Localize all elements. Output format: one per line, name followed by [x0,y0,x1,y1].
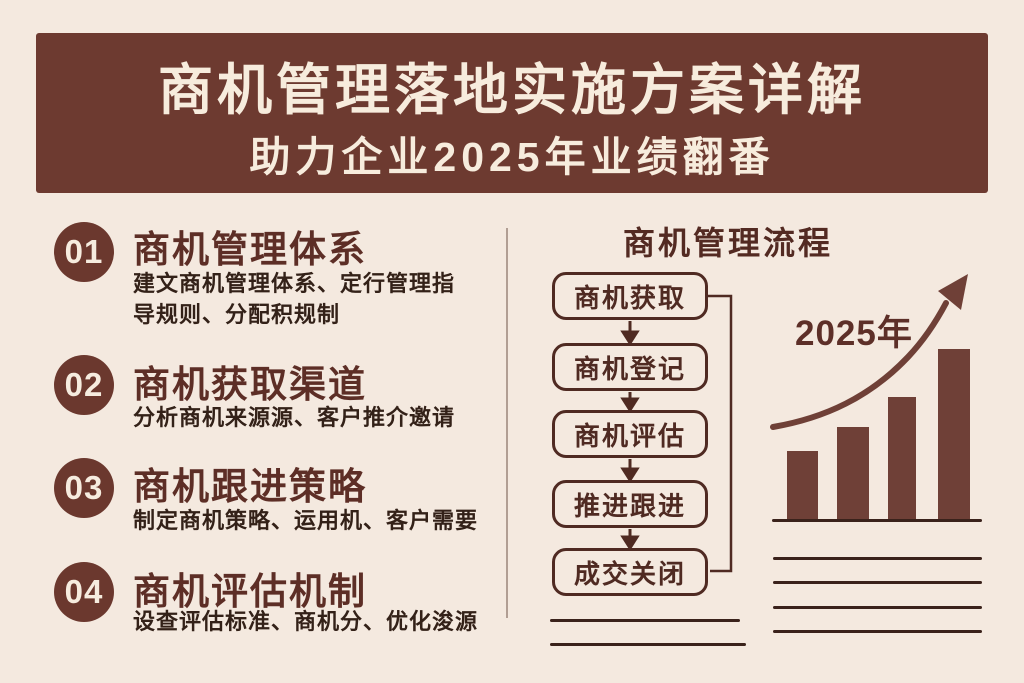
growth-underline [773,581,982,584]
header-banner: 商机管理落地实施方案详解 助力企业2025年业绩翻番 [36,33,988,193]
section-description: 建文商机管理体系、定行管理指 导规则、分配积规制 [133,268,508,330]
flow-step-label: 商机登记 [573,353,686,384]
section-number: 03 [64,469,104,506]
growth-bar-2 [837,427,869,519]
flow-underline [550,619,740,622]
section-title: 商机管理体系 [133,229,367,270]
flowchart-title: 商机管理流程 [622,225,833,261]
description-line: 建文商机管理体系、定行管理指 [133,271,456,296]
column-divider [506,228,508,618]
section-number: 01 [64,233,104,270]
description-line: 分析商机来源源、客户推介邀请 [133,405,456,430]
section-number-badge: 04 [54,562,114,622]
section-description: 分析商机来源源、客户推介邀请 [133,402,508,433]
section-title: 商机评估机制 [133,571,367,612]
growth-underline [773,630,982,633]
section-number-badge: 01 [54,222,114,282]
section-number: 04 [64,573,104,610]
section-title: 商机获取渠道 [133,364,367,405]
growth-bar-3 [888,397,916,519]
flow-step-label: 推进跟进 [573,490,686,521]
description-line: 制定商机策略、运用机、客户需要 [133,508,479,533]
growth-bar-1 [787,451,818,519]
section-description: 设查评估标准、商机分、优化浚源 [133,606,508,637]
header-subtitle: 助力企业2025年业绩翻番 [249,134,775,180]
flow-step-label: 商机获取 [573,282,686,313]
flow-underline [550,643,746,646]
section-title: 商机跟进策略 [133,466,367,507]
flow-step-label: 成交关闭 [573,558,686,589]
growth-bar-4 [938,349,970,519]
growth-underline [773,606,982,609]
header-title: 商机管理落地实施方案详解 [157,59,866,121]
growth-year-label: 2025年 [795,314,913,353]
section-number-badge: 03 [54,458,114,518]
description-line: 设查评估标准、商机分、优化浚源 [133,609,479,634]
flow-connectors [620,294,733,573]
growth-underline [773,557,982,560]
section-number-badge: 02 [54,355,114,415]
description-line: 导规则、分配积规制 [133,302,341,327]
section-description: 制定商机策略、运用机、客户需要 [133,505,508,536]
flow-step-label: 商机评估 [573,420,686,451]
growth-baseline [772,519,982,522]
flow-step-box: 推进跟进 [552,480,708,528]
flow-return-connector [708,294,733,573]
section-number: 02 [64,366,104,403]
flow-step-box: 商机获取 [552,272,708,320]
flow-step-box: 商机登记 [552,343,708,391]
growth-arrow-icon [770,274,968,430]
